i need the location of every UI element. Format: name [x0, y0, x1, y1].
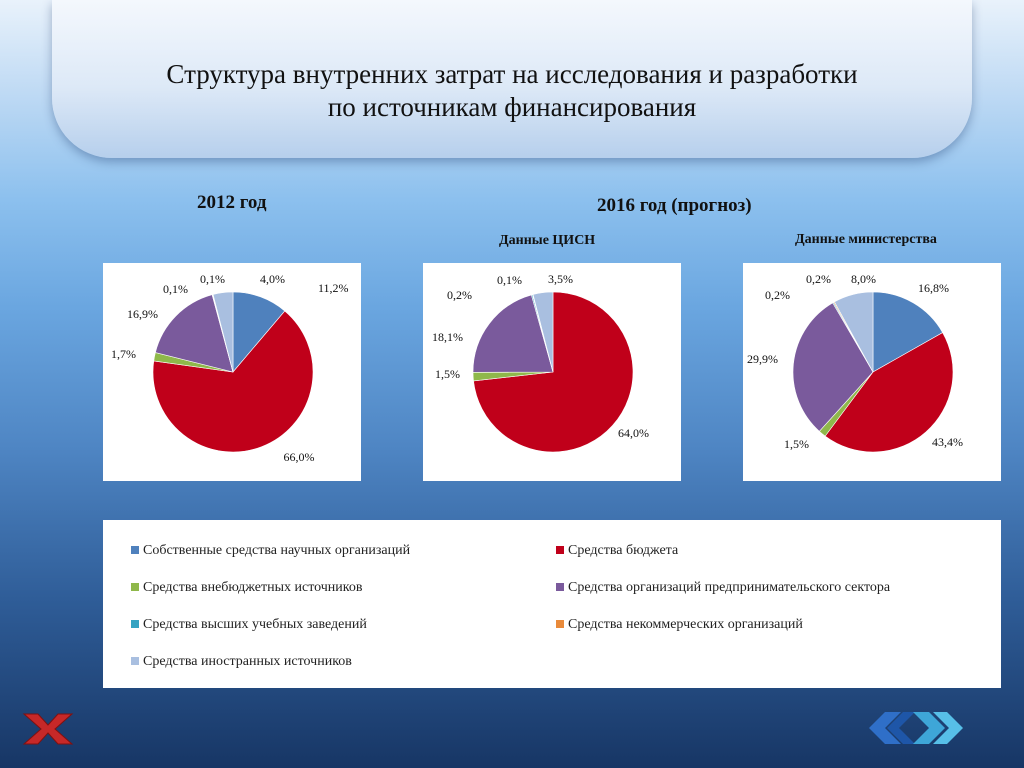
previous-slide-icon[interactable]: [869, 712, 915, 744]
year-2016-label: 2016 год (прогноз): [597, 195, 752, 216]
pie-slice: [155, 294, 234, 373]
next-slide-icon[interactable]: [913, 712, 963, 744]
data-label: 64,0%: [618, 426, 649, 440]
data-label: 18,1%: [432, 330, 463, 344]
data-label: 4,0%: [260, 272, 285, 286]
slide-title: Структура внутренних затрат на исследова…: [52, 58, 972, 124]
pie-slice: [872, 291, 944, 373]
pie-slice: [472, 294, 554, 373]
legend-item: Средства бюджета: [556, 543, 678, 559]
data-label: 0,2%: [765, 288, 790, 302]
legend-swatch: [556, 619, 564, 628]
data-label: 1,7%: [111, 347, 136, 361]
pie-slice: [792, 302, 874, 432]
logo-x-icon: [22, 713, 74, 745]
legend-item: Средства иностранных источников: [131, 654, 352, 670]
title-band: [52, 0, 972, 158]
legend-item: Средства некоммерческих организаций: [556, 617, 803, 633]
pie-chart-cisn: 64,0% 1,5% 18,1% 0,2% 0,1% 3,5%: [423, 263, 681, 481]
legend-label: Средства некоммерческих организаций: [568, 617, 803, 632]
pie-chart-cisn-svg: 64,0% 1,5% 18,1% 0,2% 0,1% 3,5%: [432, 272, 649, 453]
title-line-2: по источникам финансирования: [327, 92, 697, 122]
data-label: 0,1%: [163, 282, 188, 296]
legend-swatch: [556, 545, 564, 554]
data-label: 11,2%: [318, 281, 349, 295]
source-ministry-label: Данные министерства: [795, 232, 937, 247]
data-label: 1,5%: [435, 367, 460, 381]
data-label: 3,5%: [548, 272, 573, 286]
data-label: 29,9%: [747, 352, 778, 366]
data-label: 66,0%: [284, 450, 315, 464]
legend-item: Средства высших учебных заведений: [131, 617, 367, 633]
year-2012-label: 2012 год: [197, 192, 267, 213]
legend-item: Средства внебюджетных источников: [131, 580, 363, 596]
pie-slice: [152, 310, 314, 453]
data-label: 43,4%: [932, 435, 963, 449]
pie-slice: [824, 332, 954, 453]
legend-item: Собственные средства научных организаций: [131, 543, 410, 559]
data-label: 16,8%: [918, 281, 949, 295]
data-label: 8,0%: [851, 272, 876, 286]
title-line-1: Структура внутренних затрат на исследова…: [166, 59, 858, 89]
pie-slice: [834, 291, 874, 373]
legend-label: Средства бюджета: [568, 543, 679, 558]
legend-label: Средства внебюджетных источников: [143, 580, 363, 595]
legend-item: Средства организаций предпринимательског…: [556, 580, 890, 596]
legend-label: Средства высших учебных заведений: [143, 617, 367, 632]
data-label: 16,9%: [127, 307, 158, 321]
data-label: 1,5%: [784, 437, 809, 451]
legend-swatch: [131, 545, 139, 554]
data-label: 0,1%: [200, 272, 225, 286]
legend: Собственные средства научных организаций…: [103, 520, 1001, 688]
legend-swatch: [131, 582, 139, 591]
legend-swatch: [131, 656, 139, 665]
pie-slice: [532, 291, 554, 373]
legend-swatch: [131, 619, 139, 628]
nav-buttons: [869, 712, 963, 744]
pie-chart-2012: 11,2% 66,0% 1,7% 16,9% 0,1% 0,1% 4,0%: [103, 263, 361, 481]
legend-label: Средства иностранных источников: [143, 654, 352, 669]
legend-swatch: [556, 582, 564, 591]
legend-label: Собственные средства научных организаций: [143, 543, 411, 558]
data-label: 0,1%: [497, 273, 522, 287]
legend-label: Средства организаций предпринимательског…: [568, 580, 891, 595]
data-label: 0,2%: [806, 272, 831, 286]
source-cisn-label: Данные ЦИСН: [499, 233, 596, 248]
data-label: 0,2%: [447, 288, 472, 302]
pie-chart-ministry: 16,8% 43,4% 1,5% 29,9% 0,2% 0,2% 8,0%: [743, 263, 1001, 481]
pie-slice: [212, 291, 234, 373]
pie-chart-2012-svg: 11,2% 66,0% 1,7% 16,9% 0,1% 0,1% 4,0%: [111, 272, 349, 464]
pie-chart-ministry-svg: 16,8% 43,4% 1,5% 29,9% 0,2% 0,2% 8,0%: [747, 272, 963, 453]
